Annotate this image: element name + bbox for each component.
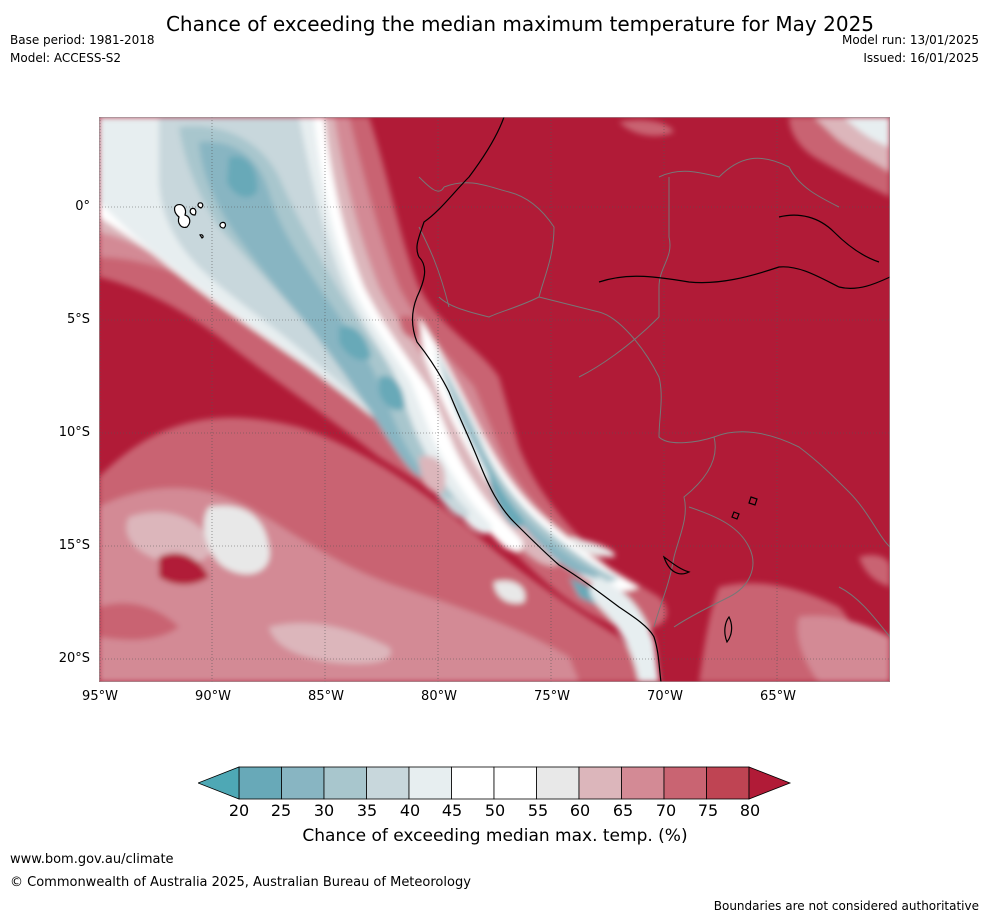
colorbar-swatch <box>493 766 537 800</box>
cb-tick-25: 25 <box>270 801 292 820</box>
lon-label-90w: 90°W <box>195 689 231 704</box>
colorbar-swatch <box>621 766 665 800</box>
footer-url: www.bom.gov.au/climate <box>10 852 174 867</box>
colorbar-swatch <box>451 766 495 800</box>
lon-label-75w: 75°W <box>534 689 570 704</box>
cb-tick-70: 70 <box>655 801 677 820</box>
colorbar <box>198 766 792 800</box>
galapagos-islands <box>173 202 227 239</box>
lat-label-0: 0° <box>75 199 90 214</box>
lon-label-95w: 95°W <box>82 689 118 704</box>
lat-label-15s: 15°S <box>58 538 90 553</box>
colorbar-under-arrow <box>198 766 240 800</box>
lon-label-85w: 85°W <box>308 689 344 704</box>
cb-tick-20: 20 <box>228 801 250 820</box>
lon-label-80w: 80°W <box>421 689 457 704</box>
model-run: Model run: 13/01/2025 <box>841 33 979 47</box>
country-borders <box>418 157 890 638</box>
grid-lines <box>99 117 890 682</box>
lon-label-65w: 65°W <box>760 689 796 704</box>
colorbar-swatch <box>578 766 622 800</box>
cb-tick-35: 35 <box>356 801 378 820</box>
model-name: Model: ACCESS-S2 <box>10 51 122 65</box>
probability-map <box>99 117 890 682</box>
cb-tick-65: 65 <box>612 801 634 820</box>
lat-label-10s: 10°S <box>58 425 90 440</box>
colorbar-swatch <box>706 766 750 800</box>
cb-tick-55: 55 <box>527 801 549 820</box>
cb-tick-45: 45 <box>441 801 463 820</box>
colorbar-title: Chance of exceeding median max. temp. (%… <box>302 826 688 846</box>
colorbar-over-arrow <box>748 766 792 800</box>
colorbar-swatches <box>238 766 750 800</box>
meta-left: Base period: 1981-2018 Model: ACCESS-S2 <box>10 31 155 67</box>
colorbar-swatch <box>323 766 367 800</box>
cb-tick-40: 40 <box>399 801 421 820</box>
footer-copyright: © Commonwealth of Australia 2025, Austra… <box>10 875 471 890</box>
colorbar-swatch <box>281 766 325 800</box>
issued-date: Issued: 16/01/2025 <box>863 51 979 65</box>
ocean-contours <box>99 117 890 682</box>
lon-label-70w: 70°W <box>647 689 683 704</box>
cb-tick-75: 75 <box>697 801 719 820</box>
cb-tick-60: 60 <box>569 801 591 820</box>
colorbar-swatch <box>366 766 410 800</box>
meta-right: Model run: 13/01/2025 Issued: 16/01/2025 <box>842 31 979 67</box>
base-period: Base period: 1981-2018 <box>10 33 155 47</box>
colorbar-swatch <box>408 766 452 800</box>
map-title: Chance of exceeding the median maximum t… <box>165 12 875 36</box>
cb-tick-80: 80 <box>739 801 761 820</box>
cb-tick-30: 30 <box>313 801 335 820</box>
cb-tick-50: 50 <box>484 801 506 820</box>
colorbar-swatch <box>663 766 707 800</box>
footer-boundary-note: Boundaries are not considered authoritat… <box>713 899 979 913</box>
colorbar-swatch <box>536 766 580 800</box>
lat-label-5s: 5°S <box>66 312 90 327</box>
coastlines <box>411 117 890 682</box>
lat-label-20s: 20°S <box>58 651 90 666</box>
colorbar-swatch <box>238 766 282 800</box>
